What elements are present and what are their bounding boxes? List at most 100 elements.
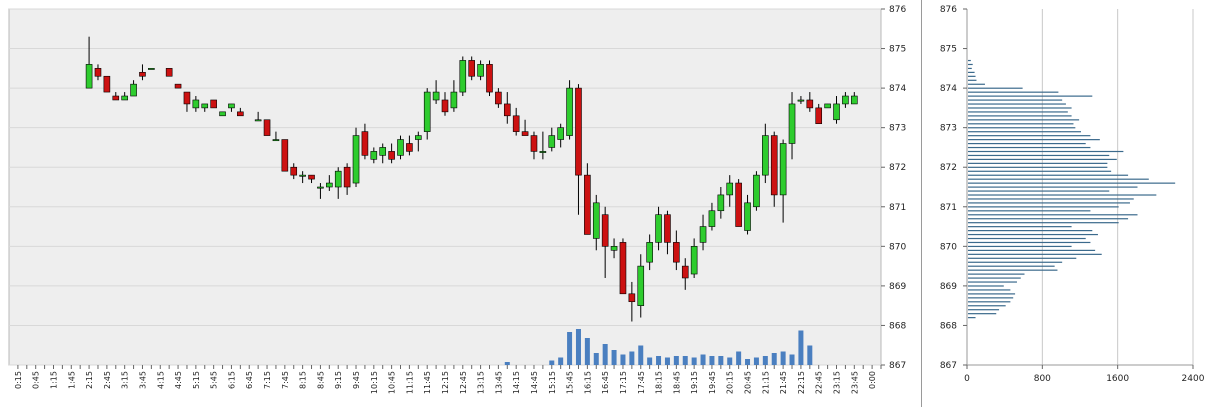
volume-bars — [504, 329, 813, 365]
candle-x-tick-label: 8:15 — [299, 371, 308, 389]
profile-y-tick-label: 867 — [940, 361, 957, 371]
candle-body — [673, 242, 680, 263]
volume-bar — [558, 357, 564, 365]
volume-bar — [620, 354, 626, 365]
candle-body — [833, 103, 840, 121]
profile-bar — [968, 139, 1100, 141]
profile-bar — [968, 91, 1059, 93]
candle-x-tick-label: 6:45 — [245, 371, 254, 389]
candle-body — [254, 119, 262, 122]
profile-x-axis: 0 800 1600 2400 — [964, 365, 1205, 384]
candle-body — [210, 99, 217, 109]
volume-bar — [504, 362, 510, 365]
volume-bar — [727, 357, 733, 365]
profile-bar — [968, 253, 1102, 255]
candle-y-tick-label: 871 — [889, 203, 906, 213]
profile-bar — [968, 297, 1014, 299]
candle-x-tick-label: 9:45 — [352, 371, 361, 389]
candle-body — [646, 242, 653, 263]
candle-body — [548, 135, 556, 148]
volume-bar — [593, 353, 599, 365]
candle-x-tick-label: 12:15 — [441, 371, 450, 394]
profile-bar — [968, 186, 1138, 188]
candle-x-tick-label: 23:45 — [850, 371, 859, 394]
profile-bar — [968, 150, 1124, 153]
profile-bar — [968, 214, 1138, 216]
candle-x-tick-label: 2:15 — [85, 371, 94, 389]
candle-body — [432, 91, 440, 101]
candle-body — [717, 194, 725, 212]
profile-bar — [968, 305, 1006, 307]
candle-body — [815, 107, 823, 125]
profile-bar — [968, 59, 971, 62]
candle-body — [762, 135, 769, 176]
candle-body — [744, 202, 751, 231]
candle-x-tick-label: 15:45 — [566, 371, 575, 394]
profile-bar — [968, 87, 1023, 89]
candle-body — [192, 99, 200, 109]
candle-x-tick-label: 5:45 — [210, 371, 219, 389]
volume-bar — [664, 357, 670, 365]
candle-body — [165, 68, 173, 77]
candle-body — [263, 119, 271, 136]
candle-x-tick-label: 1:15 — [49, 371, 58, 389]
candles — [85, 36, 858, 322]
pane-divider[interactable] — [921, 0, 922, 407]
candle-body — [237, 111, 244, 117]
candle-body — [459, 60, 467, 93]
candle-body — [441, 99, 449, 113]
candle-x-tick-label: 19:15 — [690, 371, 699, 394]
candle-body — [148, 68, 155, 70]
profile-x-tick-label: 2400 — [1182, 374, 1205, 384]
profile-bar — [968, 198, 1134, 200]
profile-bar — [968, 63, 973, 66]
volume-bar — [753, 357, 759, 365]
candle-body — [290, 166, 298, 176]
candle-y-tick-label: 873 — [889, 124, 906, 134]
profile-y-axis: 876 875 874 873 872 871 870 869 868 867 — [940, 5, 967, 371]
candlestick-chart: 876 875 874 873 872 871 870 869 868 867 0:15 0:45 1… — [8, 5, 906, 394]
volume-bar — [736, 351, 742, 365]
profile-bar — [968, 162, 1108, 164]
volume-bar — [638, 345, 644, 365]
candle-body — [308, 174, 315, 180]
candle-body — [788, 103, 796, 144]
volume-bar — [611, 350, 617, 365]
candle-x-tick-label: 3:15 — [121, 371, 130, 389]
candle-y-tick-label: 869 — [889, 282, 906, 292]
profile-y-tick-label: 874 — [940, 84, 957, 94]
candle-x-tick-label: 14:45 — [530, 371, 539, 394]
volume-bar — [673, 356, 679, 365]
candle-body — [219, 111, 226, 117]
candle-x-tick-label: 9:15 — [334, 371, 343, 389]
candle-y-tick-label: 868 — [889, 321, 906, 331]
candle-body — [601, 214, 609, 247]
profile-bar — [968, 257, 1077, 259]
profile-bar — [968, 67, 972, 70]
profile-bar — [968, 237, 1086, 240]
profile-bar — [968, 127, 1076, 129]
volume-bar — [575, 329, 581, 365]
volume-bar — [771, 353, 777, 365]
candle-body — [575, 87, 582, 176]
candle-body — [281, 139, 289, 172]
candle-body — [530, 135, 538, 152]
profile-y-tick-label: 872 — [940, 163, 957, 173]
profile-bar — [968, 146, 1091, 149]
profile-bars — [968, 59, 1176, 319]
candle-body — [628, 293, 636, 303]
profile-bar — [968, 154, 1110, 157]
candle-body — [103, 75, 111, 93]
profile-y-tick-label: 868 — [940, 321, 957, 331]
candle-x-tick-label: 0:45 — [32, 371, 41, 389]
profile-y-tick-label: 876 — [940, 5, 957, 15]
candle-x-tick-label: 6:15 — [227, 371, 236, 389]
profile-bar — [968, 123, 1074, 125]
candle-body — [735, 182, 742, 227]
candle-body — [317, 186, 324, 189]
candle-body — [174, 83, 182, 89]
candle-body — [851, 95, 858, 105]
profile-bar — [968, 265, 1055, 267]
candle-y-tick-label: 867 — [889, 361, 906, 371]
candle-body — [272, 139, 280, 142]
